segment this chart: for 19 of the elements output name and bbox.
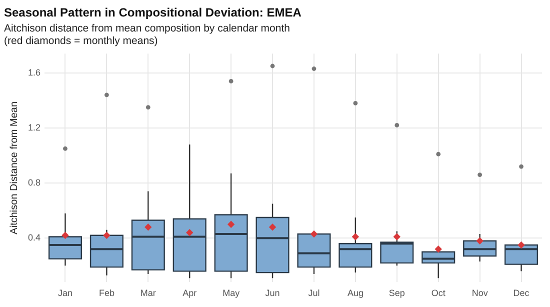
x-tick-label: Apr <box>182 288 197 298</box>
x-tick-label: Oct <box>431 288 446 298</box>
x-tick-label: Jun <box>265 288 280 298</box>
x-tick-label: Sep <box>388 288 405 298</box>
x-tick-label: May <box>222 288 240 298</box>
y-axis-title: Aitchison Distance from Mean <box>8 101 20 234</box>
x-tick-label: Aug <box>347 288 364 298</box>
x-tick-label: Mar <box>140 288 156 298</box>
x-tick-label: Jul <box>308 288 320 298</box>
x-tick-label: Nov <box>472 288 488 298</box>
y-tick-label: 1.2 <box>28 122 41 132</box>
y-tick-label: 0.8 <box>28 178 41 188</box>
chart-subtitle: Aitchison distance from mean composition by calendar month (red diamonds = monthly means) <box>4 22 290 48</box>
x-tick-label: Feb <box>98 288 114 298</box>
x-tick-label: Dec <box>513 288 530 298</box>
x-tick-label: Jan <box>58 288 72 298</box>
chart-title: Seasonal Pattern in Compositional Deviation: EMEA <box>4 6 302 20</box>
y-tick-label: 0.4 <box>28 232 41 243</box>
y-tick-label: 1.6 <box>28 67 41 78</box>
